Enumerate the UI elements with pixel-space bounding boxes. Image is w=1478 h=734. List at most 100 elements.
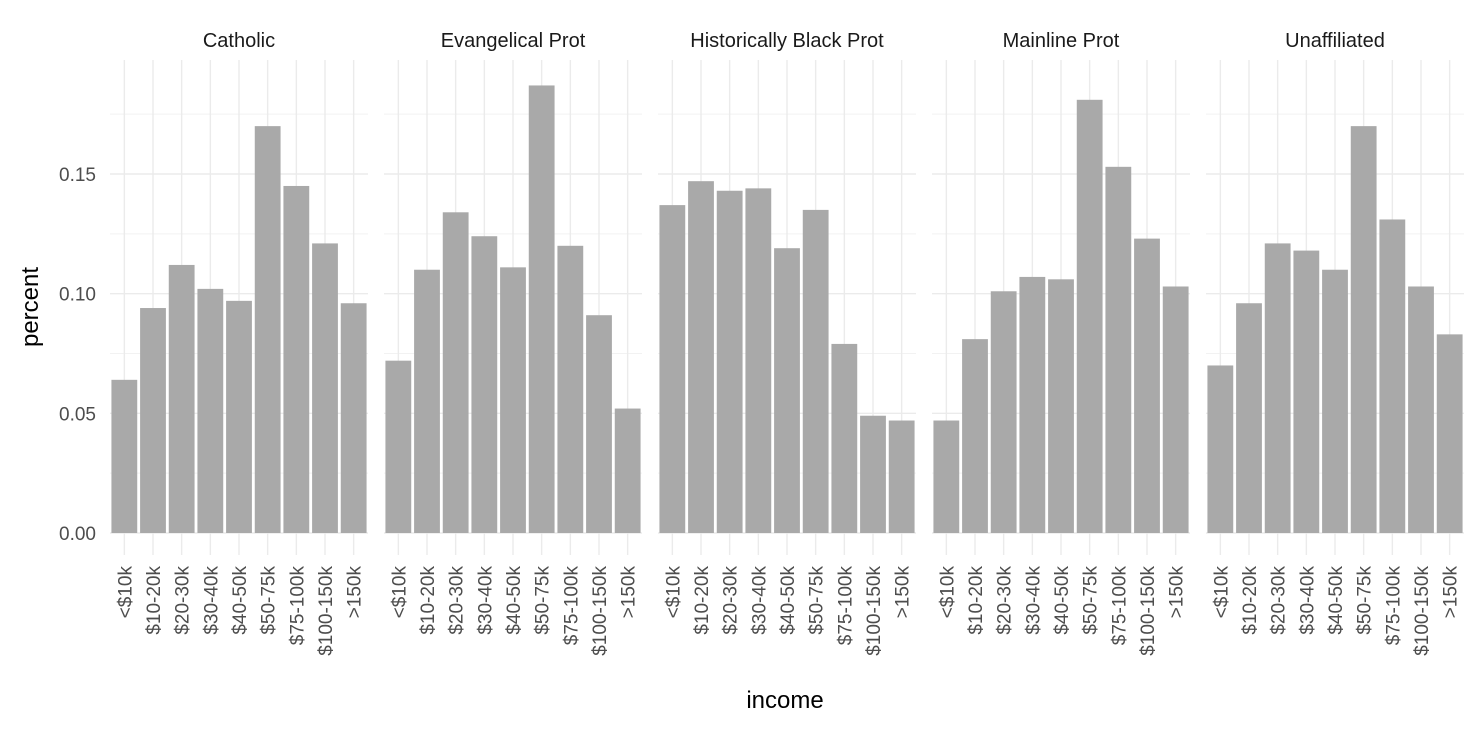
bar — [1105, 166, 1132, 533]
x-tick-label: $10-20k — [692, 566, 713, 635]
bar — [254, 126, 281, 533]
bar — [1408, 286, 1434, 533]
x-tick-label: $75-100k — [835, 566, 856, 646]
facet-title: Catholic — [203, 30, 275, 52]
facet-title: Mainline Prot — [1003, 30, 1120, 52]
bar — [1162, 286, 1189, 533]
x-tick-label: $100-150k — [590, 566, 611, 656]
y-tick-label: 0.15 — [59, 165, 96, 186]
bar — [1264, 243, 1291, 533]
x-tick-label: $50-75k — [1081, 566, 1102, 635]
x-tick-label: $40-50k — [504, 566, 525, 635]
bar — [1048, 279, 1074, 533]
bar — [385, 360, 412, 533]
x-tick-label: $75-100k — [287, 566, 308, 646]
bar — [962, 339, 988, 533]
x-tick-label: $50-75k — [1355, 566, 1376, 635]
bar — [933, 420, 960, 533]
x-tick-label: $50-75k — [807, 566, 828, 635]
y-tick-label: 0.10 — [59, 285, 96, 306]
x-tick-label: $10-20k — [1240, 566, 1261, 635]
bar — [168, 264, 195, 533]
bar — [802, 209, 829, 533]
bar — [745, 188, 772, 534]
x-tick-label: <$10k — [389, 566, 410, 619]
bar — [197, 288, 224, 533]
label-layer: 0.00 0.05 0.10 0.15 Catholic <$10k $10-20k $20-… — [59, 30, 1462, 656]
y-tick-label: 0.05 — [59, 404, 96, 425]
x-tick-label: $30-40k — [475, 566, 496, 635]
y-axis-title: percent — [17, 267, 44, 347]
x-tick-label: $100-150k — [1412, 566, 1433, 656]
x-tick-label: >150k — [1167, 566, 1188, 619]
x-tick-label: $40-50k — [778, 566, 799, 635]
bar — [442, 212, 469, 533]
x-tick-label: $75-100k — [1383, 566, 1404, 646]
x-tick-label: <$10k — [1211, 566, 1232, 619]
bar — [283, 185, 310, 533]
facet-title: Evangelical Prot — [441, 30, 586, 52]
x-tick-label: <$10k — [937, 566, 958, 619]
facet-title: Unaffiliated — [1285, 30, 1385, 52]
x-tick-label: <$10k — [663, 566, 684, 619]
bar — [1019, 276, 1046, 533]
bar — [1436, 334, 1463, 533]
x-tick-label: $20-30k — [1269, 566, 1290, 635]
bar — [831, 343, 858, 533]
bar — [614, 408, 641, 533]
bar — [1379, 219, 1406, 533]
bar — [471, 236, 498, 533]
bar — [586, 315, 612, 533]
x-tick-label: $100-150k — [864, 566, 885, 656]
bar — [1293, 250, 1320, 533]
x-tick-label: <$10k — [115, 566, 136, 619]
bar — [226, 300, 252, 533]
x-tick-label: $30-40k — [1023, 566, 1044, 635]
x-tick-label: $20-30k — [173, 566, 194, 635]
bar — [528, 85, 555, 534]
x-tick-label: $20-30k — [447, 566, 468, 635]
bar — [716, 190, 743, 533]
x-tick-label: $10-20k — [144, 566, 165, 635]
x-tick-label: >150k — [1441, 566, 1462, 619]
bar — [312, 243, 338, 533]
x-tick-label: >150k — [619, 566, 640, 619]
bar — [860, 415, 886, 533]
x-tick-label: $30-40k — [1297, 566, 1318, 635]
x-tick-label: >150k — [893, 566, 914, 619]
bar — [774, 248, 800, 533]
x-tick-label: $100-150k — [1138, 566, 1159, 656]
bar-layer — [111, 85, 1463, 534]
x-tick-label: $50-75k — [259, 566, 280, 635]
bar — [340, 303, 367, 533]
bar — [557, 245, 584, 534]
bar — [111, 379, 138, 533]
bar — [1076, 99, 1103, 533]
x-tick-label: $30-40k — [201, 566, 222, 635]
bar — [414, 269, 440, 533]
x-tick-label: $20-30k — [995, 566, 1016, 635]
x-tick-label: >150k — [345, 566, 366, 619]
facet-title: Historically Black Prot — [690, 30, 884, 52]
bar — [1322, 269, 1348, 533]
bar — [1134, 238, 1160, 533]
bar — [140, 308, 166, 533]
bar — [659, 205, 686, 533]
x-tick-label: $20-30k — [721, 566, 742, 635]
bar — [1350, 126, 1377, 533]
x-axis-title: income — [746, 687, 823, 714]
y-tick-label: 0.00 — [59, 524, 96, 545]
x-tick-label: $75-100k — [1109, 566, 1130, 646]
bar — [1207, 365, 1234, 533]
bar — [990, 291, 1017, 533]
bar — [1236, 303, 1262, 533]
x-tick-label: $50-75k — [533, 566, 554, 635]
x-tick-label: $30-40k — [749, 566, 770, 635]
bar — [688, 181, 714, 533]
x-tick-label: $10-20k — [966, 566, 987, 635]
bar — [888, 420, 915, 533]
x-tick-label: $100-150k — [316, 566, 337, 656]
x-tick-label: $40-50k — [1326, 566, 1347, 635]
